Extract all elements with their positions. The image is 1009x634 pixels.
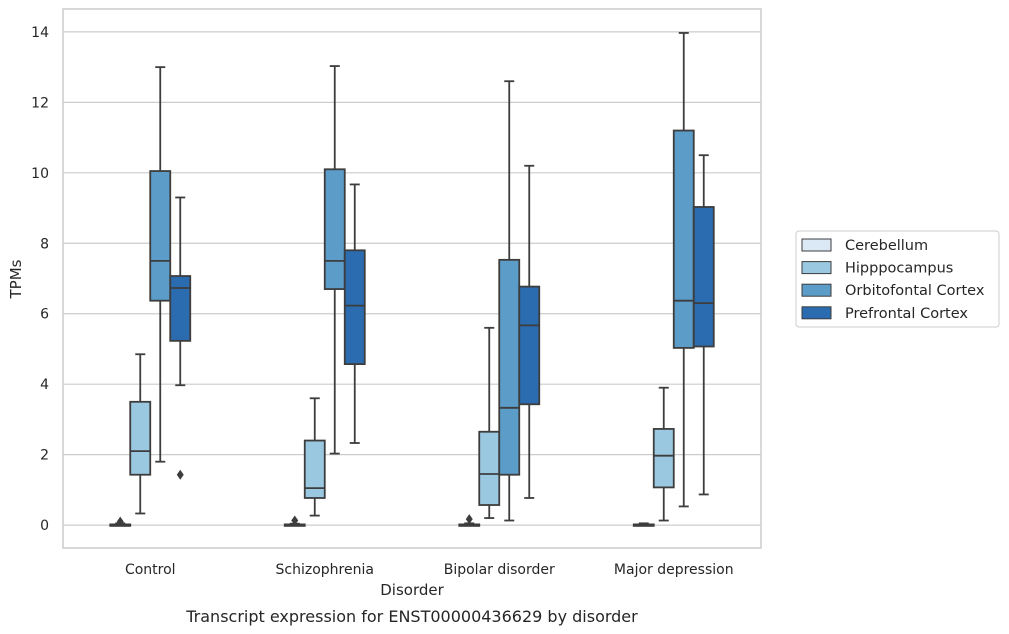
outlier-point: [291, 515, 299, 526]
box-orbitofontal-cortex-bipolar-disorder: [498, 80, 521, 522]
x-tick-labels: Control Schizophrenia Bipolar disorder Majo…: [125, 562, 734, 578]
outlier-point: [176, 469, 184, 480]
legend: Cerebellum Hipppocampus Orbitofontal Corte…: [795, 230, 1000, 328]
legend-label: Hipppocampus: [845, 261, 953, 277]
legend-label: Orbitofontal Cortex: [845, 283, 985, 299]
outlier-point: [116, 516, 124, 527]
box-iqr: [498, 258, 521, 476]
boxes: [109, 32, 715, 527]
legend-swatch: [801, 261, 832, 275]
box-cerebellum-bipolar-disorder: [458, 514, 481, 527]
y-tick-label: 8: [40, 236, 49, 252]
legend-label: Cerebellum: [845, 238, 928, 254]
box-orbitofontal-cortex-major-depression: [672, 32, 695, 508]
box-iqr: [129, 400, 152, 476]
outlier-point: [465, 514, 473, 525]
y-tick-label: 6: [40, 307, 49, 323]
legend-label: Prefrontal Cortex: [845, 306, 968, 322]
x-tick-label: Control: [125, 562, 176, 578]
y-tick-label: 12: [31, 95, 49, 111]
box-cerebellum-major-depression: [632, 522, 655, 527]
box-iqr: [478, 430, 501, 506]
legend-swatch: [801, 283, 832, 297]
box-prefrontal-cortex-schizophrenia: [343, 183, 366, 444]
legend-frame: [795, 230, 1000, 328]
box-iqr: [672, 129, 695, 349]
y-tick-label: 2: [40, 448, 49, 464]
box-cerebellum-schizophrenia: [283, 515, 306, 527]
box-prefrontal-cortex-major-depression: [692, 154, 715, 496]
y-tick-label: 14: [31, 25, 49, 41]
x-tick-label: Major depression: [614, 562, 734, 578]
y-tick-label: 4: [40, 377, 49, 393]
x-tick-label: Bipolar disorder: [444, 562, 555, 578]
box-iqr: [518, 285, 541, 406]
box-prefrontal-cortex-control: [169, 196, 192, 480]
box-hipppocampus-control: [129, 353, 152, 515]
x-axis-title: Disorder: [380, 581, 444, 599]
box-iqr: [692, 206, 715, 348]
box-iqr: [652, 428, 675, 489]
y-tick-label: 0: [40, 518, 49, 534]
box-hipppocampus-bipolar-disorder: [478, 326, 501, 519]
plot-frame: [62, 8, 762, 549]
x-tick-label: Schizophrenia: [276, 562, 374, 578]
y-tick-labels: 0 2 4 6 8 10 12 14: [31, 25, 49, 534]
y-axis-title: TPMs: [7, 259, 25, 299]
box-iqr: [323, 168, 346, 290]
box-hipppocampus-schizophrenia: [303, 397, 326, 517]
y-tick-label: 10: [31, 166, 49, 182]
box-iqr: [343, 249, 366, 366]
box-iqr: [149, 170, 172, 302]
box-iqr: [303, 439, 326, 499]
box-hipppocampus-major-depression: [652, 386, 675, 522]
box-orbitofontal-cortex-control: [149, 66, 172, 463]
box-cerebellum-control: [109, 516, 132, 527]
legend-swatch: [801, 306, 832, 320]
box-prefrontal-cortex-bipolar-disorder: [518, 164, 541, 499]
chart-caption: Transcript expression for ENST0000043662…: [185, 607, 638, 626]
legend-swatch: [801, 238, 832, 252]
box-iqr: [169, 275, 192, 342]
box-orbitofontal-cortex-schizophrenia: [323, 65, 346, 455]
